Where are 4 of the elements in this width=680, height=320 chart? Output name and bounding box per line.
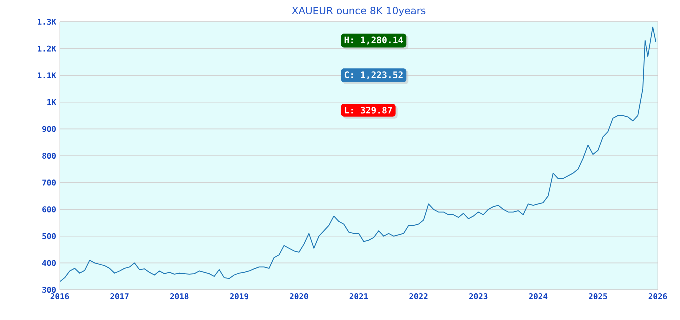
annotation: C: 1,223.52	[344, 72, 403, 80]
annotation: H: 1,280.14	[344, 36, 404, 45]
chart-title: XAUEUR ounce 8K 10years	[292, 7, 426, 16]
annotation: L: 329.87	[345, 107, 392, 114]
